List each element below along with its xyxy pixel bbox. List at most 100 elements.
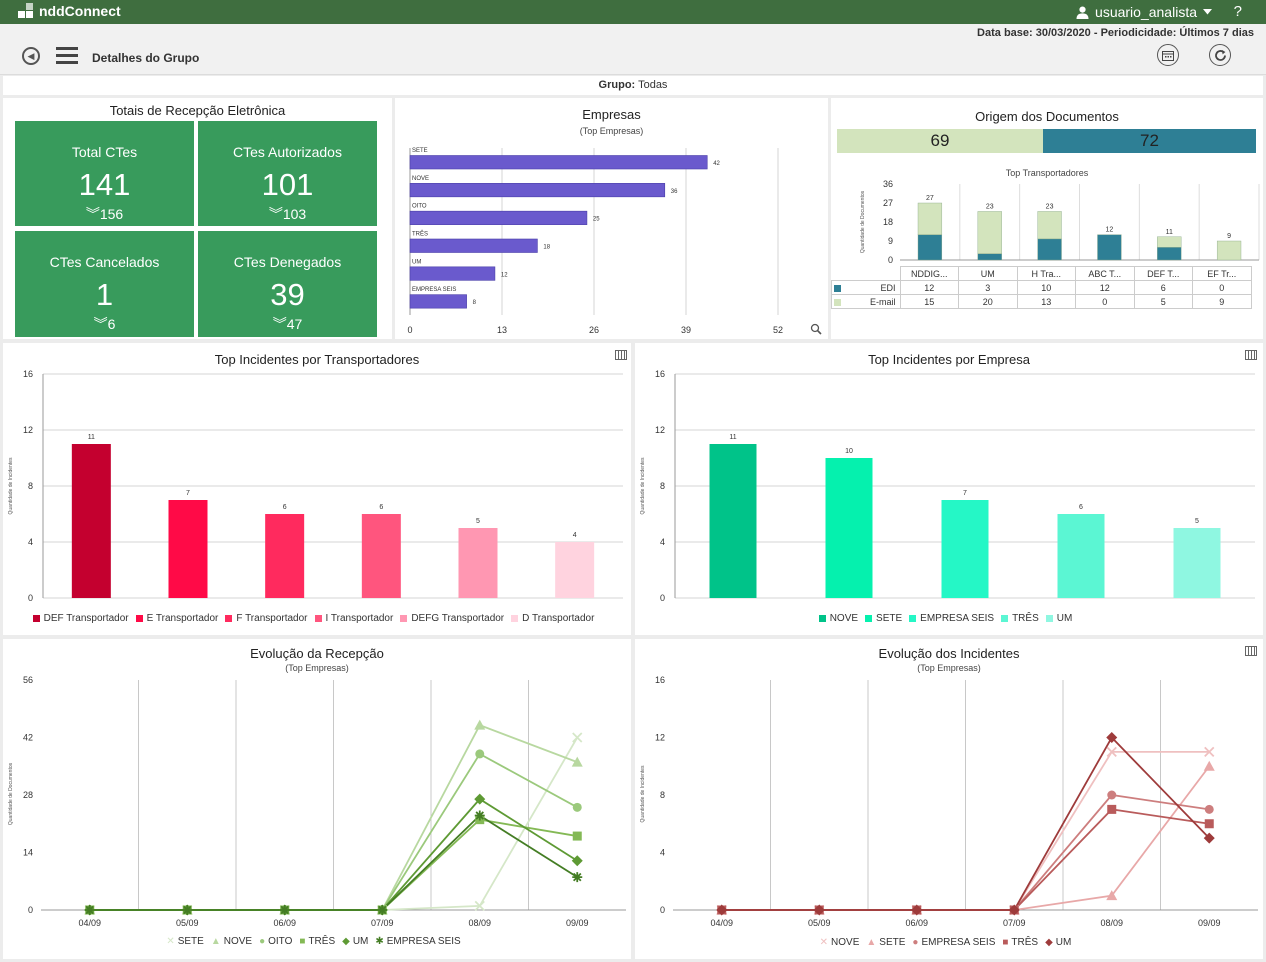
x-tick-label: 09/09 — [566, 918, 589, 928]
legend-item[interactable]: ● OITO — [259, 936, 293, 947]
legend-item[interactable]: ■ TRÊS — [299, 936, 336, 947]
row-label: EDI — [831, 280, 901, 295]
x-tick-label: 09/09 — [1198, 918, 1221, 928]
menu-button[interactable] — [56, 47, 78, 65]
incidents-carrier-title: Top Incidentes por Transportadores — [214, 352, 420, 367]
legend-item[interactable]: TRÊS — [1001, 613, 1039, 624]
kpi-denied-ctes[interactable]: CTes Denegados 39 ︾47 — [198, 231, 377, 337]
table-icon[interactable] — [615, 350, 627, 360]
data-label: 10 — [845, 448, 853, 455]
table-cell: 20 — [958, 294, 1018, 309]
legend-item[interactable]: ✕ NOVE — [819, 937, 860, 948]
data-point — [572, 732, 583, 743]
zoom-icon[interactable] — [810, 323, 822, 335]
legend-item[interactable]: UM — [1045, 613, 1072, 624]
data-label: 9 — [1227, 233, 1231, 240]
legend-item[interactable]: F Transportador — [225, 613, 308, 624]
incidents-evolution-subtitle: (Top Empresas) — [917, 663, 981, 673]
kpi-cancelled-ctes[interactable]: CTes Cancelados 1 ︾6 — [15, 231, 194, 337]
table-cell: 15 — [899, 294, 959, 309]
table-cell: 12 — [899, 280, 959, 295]
bar — [409, 238, 538, 253]
data-point — [572, 802, 582, 812]
series-line — [89, 814, 578, 911]
bar — [361, 514, 401, 598]
stack-segment — [1097, 234, 1122, 261]
calendar-button[interactable] — [1157, 44, 1179, 66]
brand-logo[interactable]: nddConnect — [18, 3, 121, 19]
chevron-down-icon — [1203, 9, 1212, 15]
data-point — [1106, 890, 1118, 901]
y-axis-label: Quantidade de Documentos — [8, 762, 14, 825]
origin-chart: Quantidade de Documentos 0 9 18 27 36 27 23 23 12… — [860, 179, 1260, 265]
legend-item[interactable]: ● EMPRESA SEIS — [912, 937, 996, 948]
table-cell: 3 — [958, 280, 1018, 295]
reception-evolution-subtitle: (Top Empresas) — [285, 663, 349, 673]
companies-chart: 0 13 26 39 52 SETE 42 NOVE 36 OITO 25 TRÊS 18 UM 12 EMP… — [407, 148, 822, 335]
group-value: Todas — [638, 79, 668, 91]
table-column-header: UM — [958, 266, 1018, 281]
user-menu[interactable]: usuario_analista — [1076, 4, 1212, 20]
bar — [1173, 528, 1221, 598]
data-label: 7 — [186, 490, 190, 497]
legend-item[interactable]: EMPRESA SEIS — [909, 613, 994, 624]
legend-item[interactable]: D Transportador — [511, 613, 594, 624]
back-icon: ◀ — [27, 50, 35, 61]
legend-item[interactable]: ✕ SETE — [166, 936, 204, 947]
chevron-down-icon: ︾ — [93, 316, 108, 332]
legend-item[interactable]: SETE — [865, 613, 902, 624]
data-point — [474, 900, 485, 912]
origin-table: NDDIG... UM H Tra... ABC T... DEF T... EF Tr.… — [831, 266, 1252, 309]
x-tick-label: 07/09 — [371, 918, 394, 928]
table-column-header: H Tra... — [1016, 266, 1076, 281]
incidents-evolution-panel: Evolução dos Incidentes (Top Empresas) Q… — [635, 639, 1263, 959]
x-tick-label: 04/09 — [710, 918, 733, 928]
y-tick-label: 4 — [28, 537, 33, 547]
data-point — [475, 749, 485, 759]
category-label: TRÊS — [412, 230, 428, 238]
legend-item[interactable]: DEFG Transportador — [400, 613, 504, 624]
kpi-total-ctes[interactable]: Total CTes 141 ︾156 — [15, 121, 194, 226]
y-axis-label: Quantidade de Documentos — [860, 190, 866, 253]
legend-item[interactable]: E Transportador — [135, 613, 218, 624]
legend-item[interactable]: NOVE — [818, 613, 858, 624]
stack-segment — [1037, 211, 1062, 240]
y-tick-label: 27 — [883, 198, 893, 208]
legend-item[interactable]: ◆ UM — [1045, 937, 1072, 948]
table-cell: 13 — [1016, 294, 1076, 309]
kpi-value: 141 — [78, 167, 131, 202]
data-point — [1204, 804, 1214, 814]
legend-item[interactable]: ◆ UM — [342, 936, 369, 947]
legend-item[interactable]: ▲ SETE — [866, 937, 906, 948]
kpi-previous: ︾6 — [15, 314, 194, 334]
y-axis-label: Quantidade de Incidentes — [8, 457, 14, 514]
table-icon[interactable] — [1245, 646, 1257, 656]
y-tick-label: 0 — [660, 593, 665, 603]
x-tick-label: 08/09 — [468, 918, 491, 928]
table-icon[interactable] — [1245, 350, 1257, 360]
category-label: SETE — [412, 148, 428, 154]
category-label: OITO — [412, 204, 427, 210]
legend-item[interactable]: DEF Transportador — [32, 613, 129, 624]
y-tick-label: 0 — [660, 905, 665, 915]
legend-item[interactable]: ✱ EMPRESA SEIS — [375, 936, 461, 947]
kpi-value: 101 — [261, 167, 314, 202]
help-button[interactable]: ? — [1233, 3, 1242, 20]
legend-item[interactable]: ▲ NOVE — [210, 936, 253, 947]
y-tick-label: 8 — [660, 790, 665, 800]
bar — [555, 542, 595, 598]
refresh-button[interactable] — [1209, 44, 1231, 66]
kpi-previous-value: 156 — [99, 206, 124, 222]
kpi-authorized-ctes[interactable]: CTes Autorizados 101 ︾103 — [198, 121, 377, 226]
legend-item[interactable]: ■ TRÊS — [1002, 937, 1039, 948]
x-tick-label: 08/09 — [1100, 918, 1123, 928]
reception-evolution-panel: Evolução da Recepção (Top Empresas) Quan… — [3, 639, 631, 959]
data-label: 11 — [1166, 229, 1173, 236]
bar — [409, 155, 708, 170]
y-tick-label: 0 — [888, 255, 893, 265]
data-point — [571, 756, 583, 767]
category-label: UM — [412, 259, 421, 265]
legend-item[interactable]: I Transportador — [314, 613, 393, 624]
back-button[interactable]: ◀ — [22, 47, 40, 65]
data-point — [1203, 760, 1215, 771]
